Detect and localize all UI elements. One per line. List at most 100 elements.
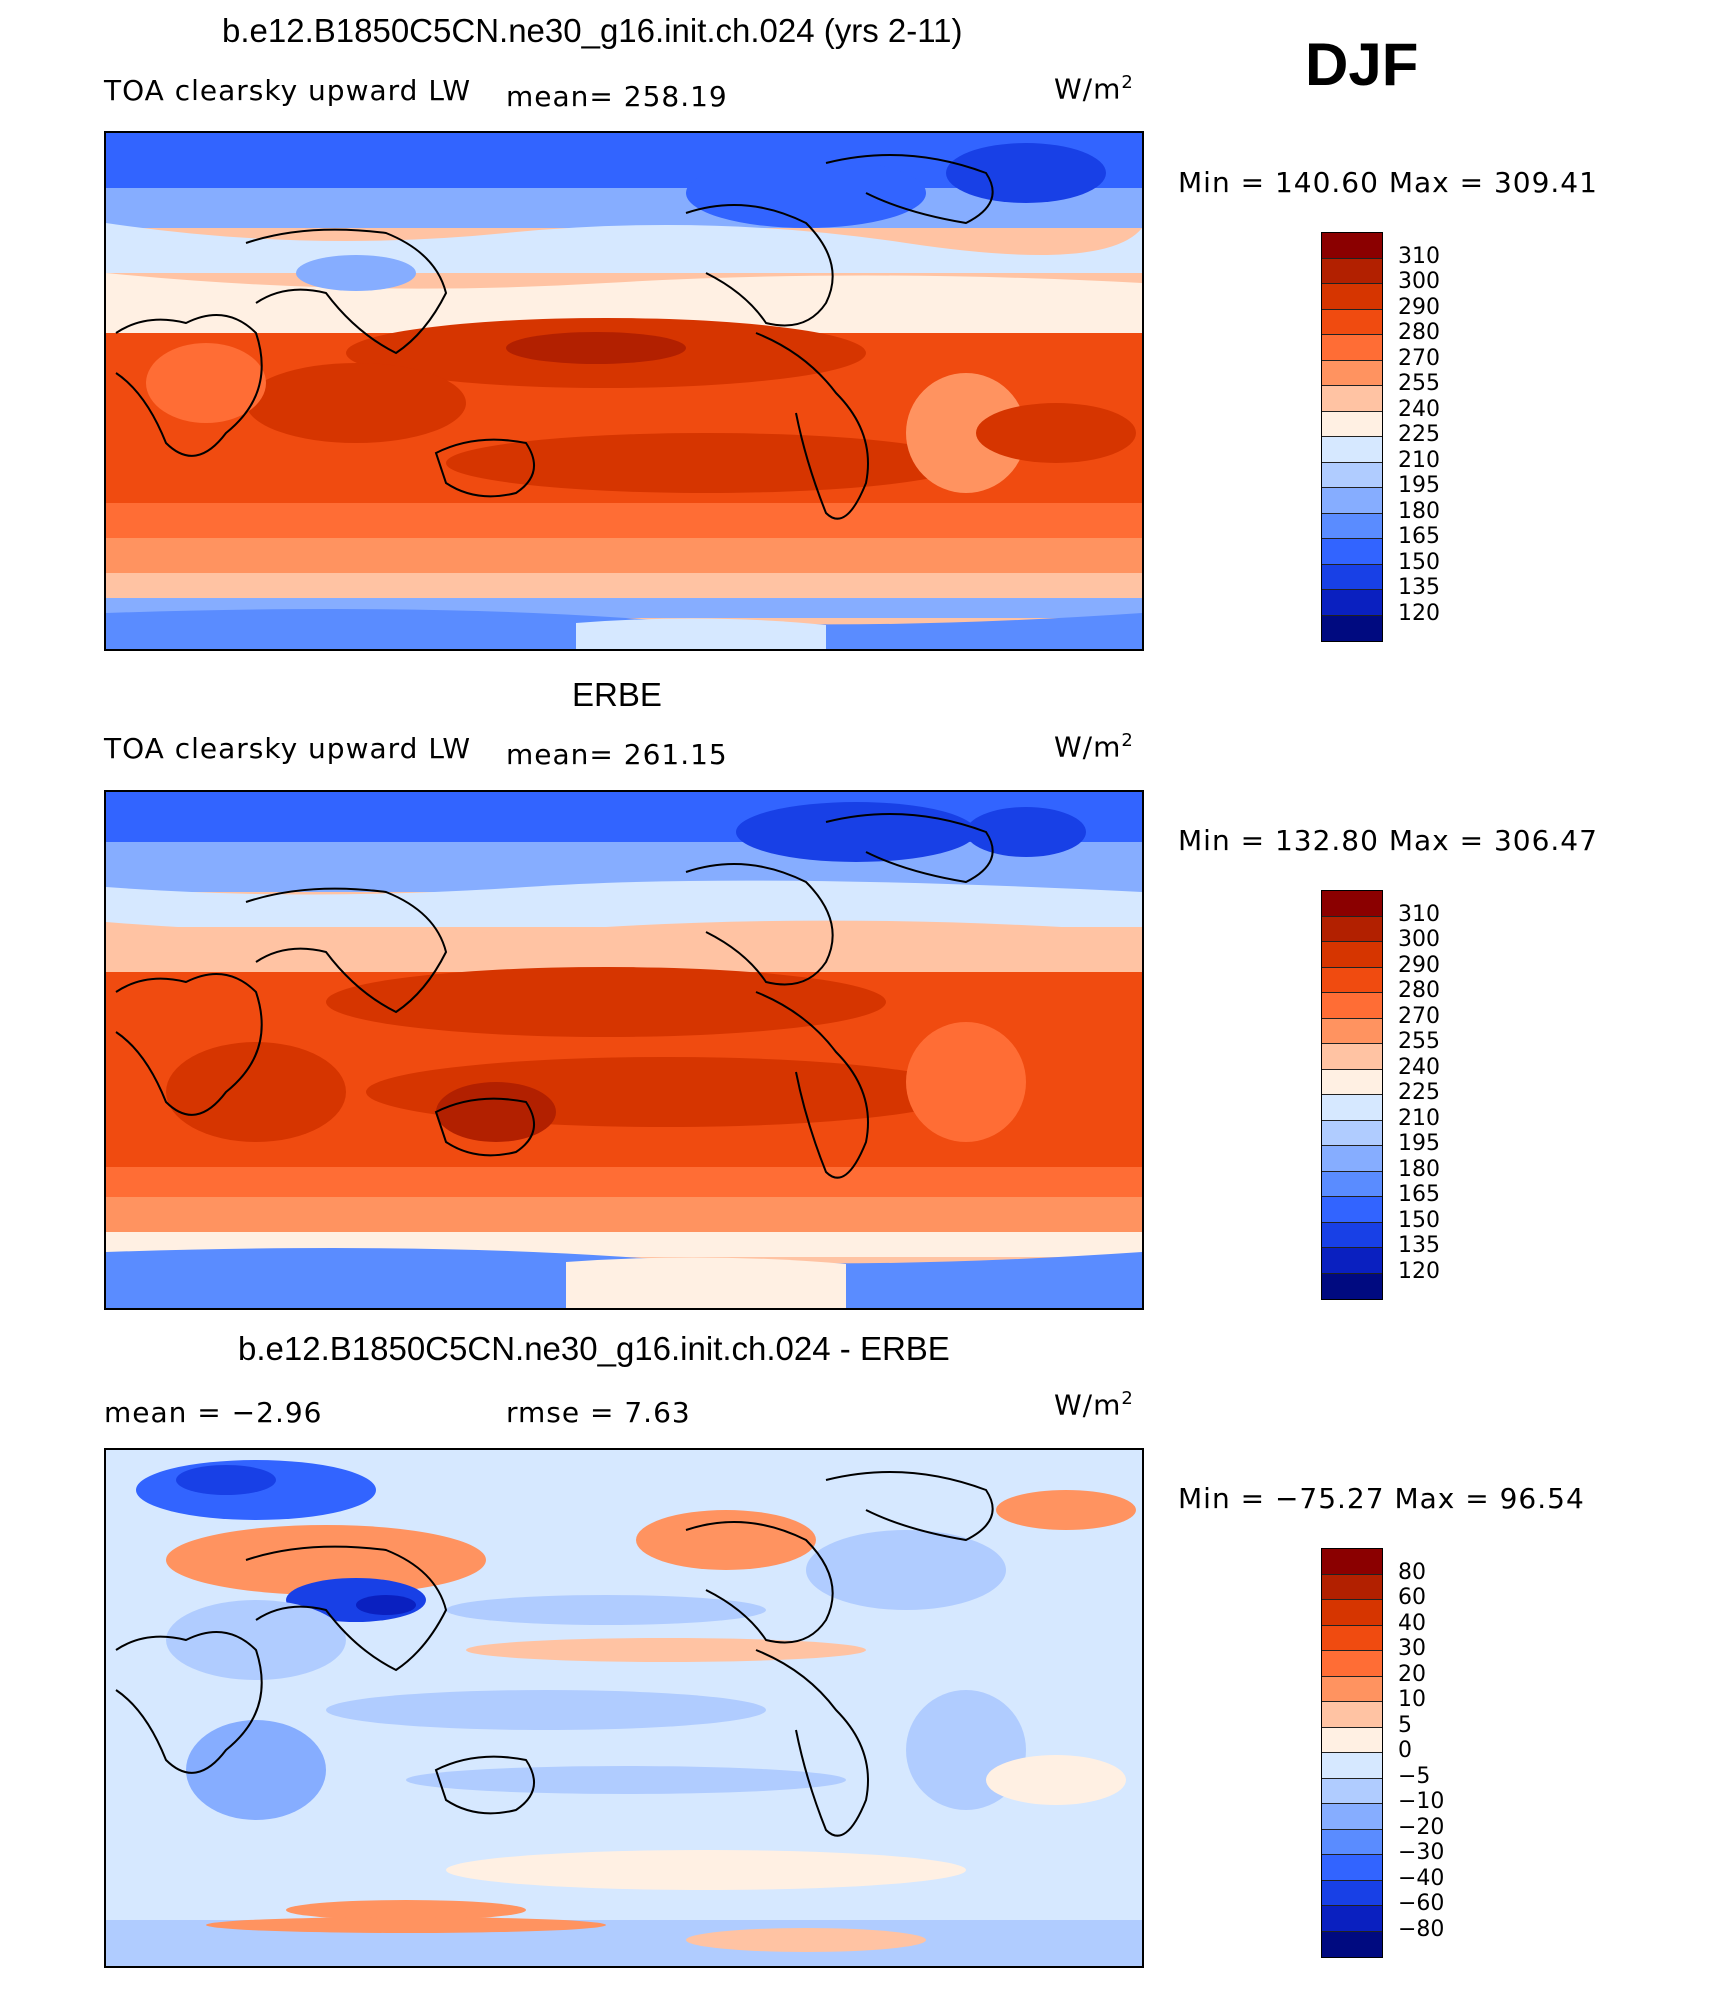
colorbar-tick-label: 255 (1398, 1029, 1440, 1054)
colorbar-tick-label: 165 (1398, 524, 1440, 549)
colorbar-swatch (1322, 539, 1382, 565)
colorbar-swatch (1322, 1273, 1382, 1299)
colorbar-swatch (1322, 1549, 1382, 1575)
colorbar-swatch (1322, 233, 1382, 259)
colorbar-tick-label: −40 (1398, 1865, 1445, 1891)
panel1-units: W/m2 (1054, 72, 1134, 106)
colorbar-tick-label: −80 (1398, 1916, 1445, 1942)
colorbar-swatch (1322, 1574, 1382, 1600)
colorbar-tick-label: −30 (1398, 1840, 1445, 1865)
colorbar-swatch (1322, 513, 1382, 539)
colorbar-tick-label: 270 (1398, 345, 1440, 371)
colorbar-swatch (1322, 1018, 1382, 1044)
colorbar-swatch (1322, 1753, 1382, 1779)
colorbar-tick-label: 290 (1398, 294, 1440, 320)
colorbar-swatch (1322, 1120, 1382, 1146)
colorbar-tick-label: 300 (1398, 269, 1440, 294)
colorbar-swatch (1322, 1676, 1382, 1702)
colorbar-swatch (1322, 967, 1382, 993)
colorbar-swatch (1322, 1625, 1382, 1651)
colorbar-swatch (1322, 1727, 1382, 1753)
colorbar-swatch (1322, 916, 1382, 942)
colorbar-swatch (1322, 1222, 1382, 1248)
colorbar-swatch (1322, 1778, 1382, 1804)
colorbar-swatch (1322, 615, 1382, 641)
colorbar-swatch (1322, 1702, 1382, 1728)
colorbar-swatch (1322, 488, 1382, 514)
panel1-map (104, 131, 1144, 651)
colorbar-tick-label: 280 (1398, 320, 1440, 345)
colorbar-tick-label: 5 (1398, 1712, 1412, 1738)
panel2-map (104, 790, 1144, 1310)
panel1-variable-label: TOA clearsky upward LW (104, 74, 472, 107)
colorbar-tick-label: 150 (1398, 1207, 1440, 1233)
colorbar-swatch (1322, 258, 1382, 284)
colorbar-tick-label: 135 (1398, 575, 1440, 600)
colorbar-swatch (1322, 1829, 1382, 1855)
colorbar-tick-label: 30 (1398, 1636, 1426, 1661)
panel3-units: W/m2 (1054, 1388, 1134, 1422)
colorbar-swatch (1322, 1044, 1382, 1070)
colorbar-swatch (1322, 284, 1382, 310)
colorbar-swatch (1322, 1804, 1382, 1830)
colorbar-tick-label: −10 (1398, 1789, 1445, 1814)
colorbar-tick-label: 310 (1398, 901, 1440, 927)
colorbar-tick-label: 290 (1398, 952, 1440, 978)
colorbar-swatch (1322, 993, 1382, 1019)
panel3-title: b.e12.B1850C5CN.ne30_g16.init.ch.024 - E… (238, 1330, 950, 1367)
colorbar-tick-label: 60 (1398, 1585, 1426, 1610)
colorbar-tick-label: 180 (1398, 498, 1440, 524)
panel2-variable-label: TOA clearsky upward LW (104, 732, 472, 765)
colorbar-tick-label: 240 (1398, 1054, 1440, 1080)
colorbar-swatch (1322, 1171, 1382, 1197)
colorbar-tick-label: 120 (1398, 1258, 1440, 1284)
colorbar-swatch (1322, 437, 1382, 463)
colorbar-swatch (1322, 1197, 1382, 1223)
colorbar-tick-label: 310 (1398, 243, 1440, 269)
panel3-minmax: Min = −75.27 Max = 96.54 (1178, 1482, 1585, 1515)
panel3-rmse: rmse = 7.63 (506, 1396, 691, 1429)
colorbar-tick-label: 165 (1398, 1182, 1440, 1207)
colorbar-tick-label: 180 (1398, 1156, 1440, 1182)
colorbar-tick-label: 210 (1398, 1105, 1440, 1131)
panel2-mean: mean= 261.15 (506, 738, 728, 771)
colorbar-tick-label: −20 (1398, 1814, 1445, 1840)
colorbar-swatch (1322, 942, 1382, 968)
colorbar-tick-label: 195 (1398, 1131, 1440, 1156)
panel2-units: W/m2 (1054, 730, 1134, 764)
panel3-colorbar (1321, 1548, 1383, 1958)
season-label: DJF (1305, 31, 1419, 98)
colorbar-tick-label: −5 (1398, 1763, 1431, 1789)
colorbar-swatch (1322, 891, 1382, 917)
colorbar-tick-label: 195 (1398, 473, 1440, 498)
colorbar-tick-label: 255 (1398, 371, 1440, 396)
colorbar-swatch (1322, 360, 1382, 386)
panel3-mean: mean = −2.96 (104, 1396, 323, 1429)
colorbar-tick-label: 150 (1398, 549, 1440, 575)
colorbar-swatch (1322, 1069, 1382, 1095)
colorbar-swatch (1322, 411, 1382, 437)
colorbar-tick-label: 225 (1398, 1080, 1440, 1105)
colorbar-swatch (1322, 1600, 1382, 1626)
panel2-colorbar (1321, 890, 1383, 1300)
colorbar-swatch (1322, 386, 1382, 412)
panel1-mean: mean= 258.19 (506, 80, 728, 113)
colorbar-tick-label: 0 (1398, 1738, 1412, 1763)
panel1-colorbar (1321, 232, 1383, 642)
colorbar-tick-label: 210 (1398, 447, 1440, 473)
colorbar-swatch (1322, 335, 1382, 361)
colorbar-swatch (1322, 590, 1382, 616)
colorbar-swatch (1322, 1906, 1382, 1932)
colorbar-swatch (1322, 1855, 1382, 1881)
colorbar-tick-label: 120 (1398, 600, 1440, 626)
colorbar-tick-label: 300 (1398, 927, 1440, 952)
colorbar-swatch (1322, 1095, 1382, 1121)
colorbar-tick-label: 270 (1398, 1003, 1440, 1029)
colorbar-swatch (1322, 309, 1382, 335)
colorbar-tick-label: −60 (1398, 1891, 1445, 1916)
colorbar-tick-label: 20 (1398, 1661, 1426, 1687)
colorbar-tick-label: 10 (1398, 1687, 1426, 1712)
colorbar-tick-label: 280 (1398, 978, 1440, 1003)
colorbar-swatch (1322, 1248, 1382, 1274)
colorbar-swatch (1322, 1931, 1382, 1957)
